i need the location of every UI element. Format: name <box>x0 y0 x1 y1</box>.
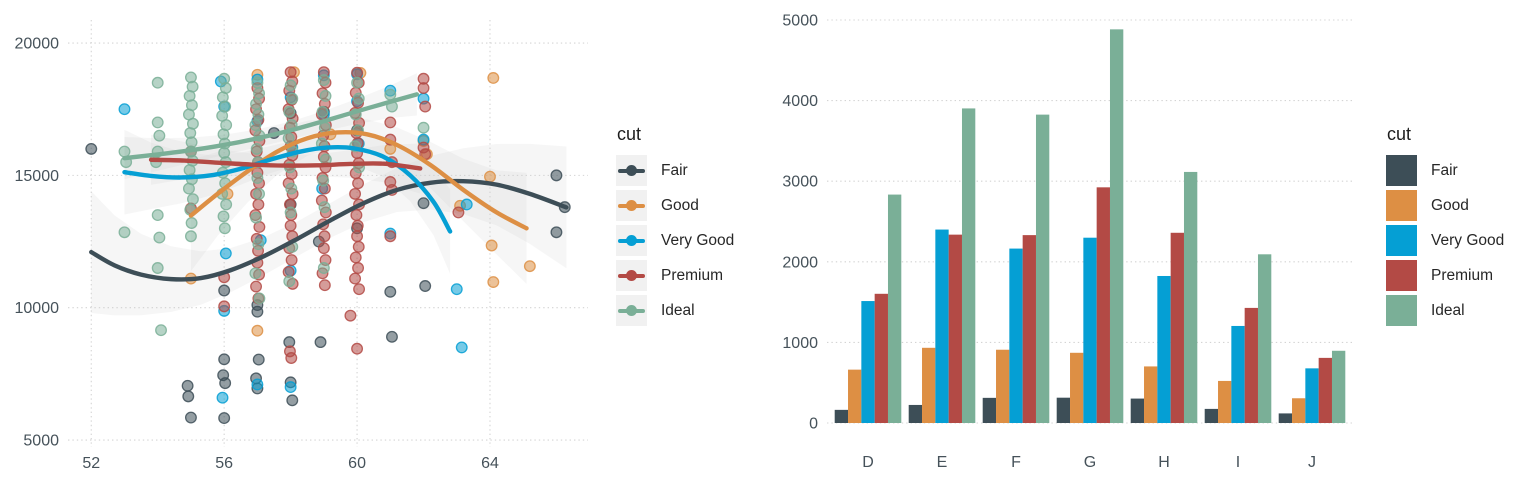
svg-text:20000: 20000 <box>15 36 60 53</box>
legend-item-good: Good <box>616 190 734 221</box>
legend-item-good: Good <box>1386 190 1504 221</box>
svg-text:0: 0 <box>809 416 818 433</box>
svg-text:15000: 15000 <box>15 168 60 185</box>
very-good-swatch-icon <box>1386 225 1417 256</box>
svg-text:E: E <box>937 454 948 471</box>
svg-text:1000: 1000 <box>782 335 818 352</box>
svg-text:4000: 4000 <box>782 93 818 110</box>
fair-line-point-icon <box>616 155 647 186</box>
svg-text:5000: 5000 <box>23 433 59 450</box>
legend-item-premium: Premium <box>1386 260 1504 291</box>
svg-text:5000: 5000 <box>782 13 818 30</box>
bar-legend: cut Fair Good Very Good Premium Ideal <box>1386 122 1504 330</box>
premium-line-point-icon <box>616 260 647 291</box>
svg-text:3000: 3000 <box>782 174 818 191</box>
svg-text:60: 60 <box>348 455 366 472</box>
premium-swatch-icon <box>1386 260 1417 291</box>
svg-text:56: 56 <box>215 455 233 472</box>
svg-text:J: J <box>1308 454 1316 471</box>
ideal-swatch-icon <box>1386 295 1417 326</box>
legend-item-ideal: Ideal <box>616 295 734 326</box>
legend-item-fair: Fair <box>1386 155 1504 186</box>
svg-text:64: 64 <box>481 455 499 472</box>
very-good-line-point-icon <box>616 225 647 256</box>
bar-legend-title: cut <box>1387 124 1412 144</box>
grouped-bar-chart: 0 1000 2000 3000 4000 5000 D E F G H I J <box>782 13 1353 471</box>
scatter-legend: cut Fair Good Very Good Premium Ideal <box>616 122 734 330</box>
good-line-point-icon <box>616 190 647 221</box>
legend-item-very-good: Very Good <box>616 225 734 256</box>
svg-text:52: 52 <box>82 455 100 472</box>
fair-swatch-icon <box>1386 155 1417 186</box>
svg-text:2000: 2000 <box>782 254 818 271</box>
svg-text:I: I <box>1236 454 1240 471</box>
legend-item-very-good: Very Good <box>1386 225 1504 256</box>
legend-item-fair: Fair <box>616 155 734 186</box>
legend-item-premium: Premium <box>616 260 734 291</box>
svg-text:F: F <box>1011 454 1021 471</box>
legend-item-ideal: Ideal <box>1386 295 1504 326</box>
good-swatch-icon <box>1386 190 1417 221</box>
scatter-legend-title: cut <box>617 124 642 144</box>
scatter-plot: 52 56 60 64 5000 10000 15000 20000 <box>15 20 588 472</box>
svg-text:10000: 10000 <box>15 300 60 317</box>
svg-text:G: G <box>1084 454 1096 471</box>
svg-text:D: D <box>862 454 874 471</box>
ideal-line-point-icon <box>616 295 647 326</box>
svg-text:H: H <box>1158 454 1170 471</box>
